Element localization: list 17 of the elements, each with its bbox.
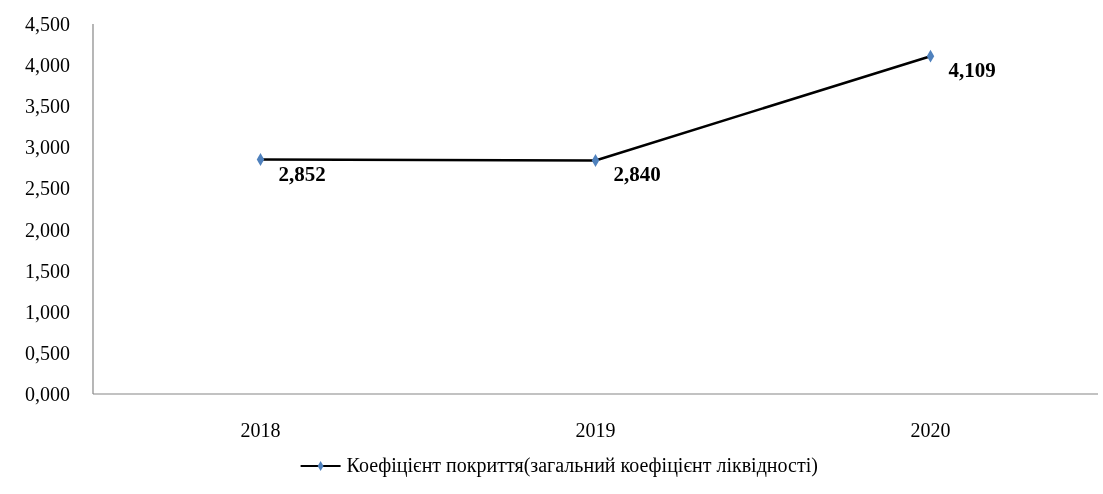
y-tick-label: 3,500	[25, 95, 70, 118]
data-label: 2,840	[613, 162, 661, 187]
y-tick-label: 4,000	[25, 54, 70, 77]
data-label: 4,109	[948, 58, 996, 83]
legend-label: Коефіцієнт покриття(загальний коефіцієнт ліквідності)	[346, 454, 818, 477]
y-tick-label: 1,000	[25, 300, 70, 323]
y-tick-label: 4,500	[25, 13, 70, 35]
y-tick-label: 3,000	[25, 136, 70, 159]
data-label: 2,852	[278, 161, 326, 186]
y-tick-label: 2,000	[25, 218, 70, 241]
x-tick-label: 2019	[575, 419, 616, 441]
y-tick-label: 2,500	[25, 177, 70, 200]
y-tick-label: 1,500	[25, 259, 70, 282]
x-tick-label: 2020	[910, 419, 951, 441]
x-tick-label: 2018	[240, 419, 281, 441]
y-tick-label: 0,500	[25, 341, 70, 364]
y-tick-label: 0,000	[25, 383, 70, 405]
